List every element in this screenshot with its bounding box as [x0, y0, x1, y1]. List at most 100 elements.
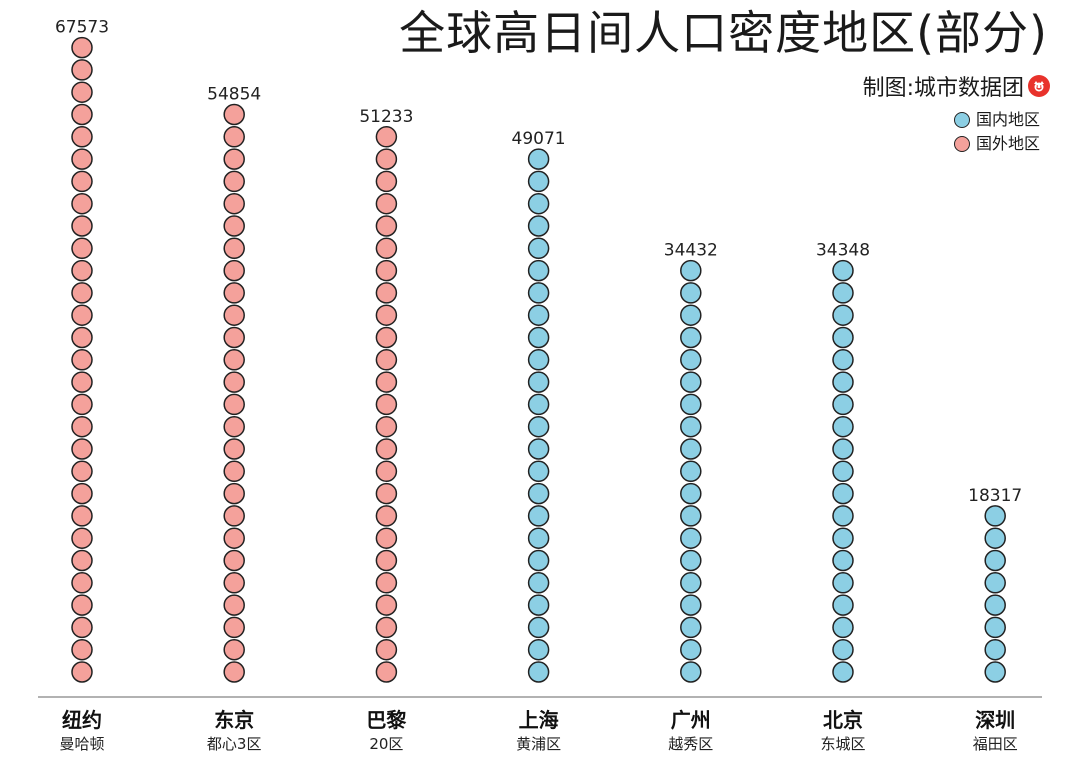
dot-mark	[375, 259, 398, 282]
dot-mark	[680, 304, 702, 326]
dot-mark	[223, 393, 245, 416]
dot-mark	[375, 148, 398, 170]
dot-mark	[223, 371, 245, 393]
dot-mark	[223, 527, 245, 549]
dot-mark	[71, 505, 93, 527]
dot-mark	[527, 237, 550, 260]
dot-mark	[71, 215, 93, 237]
dot-mark	[71, 527, 93, 549]
dot-mark	[71, 482, 93, 505]
dot-mark	[375, 237, 398, 260]
dot-mark	[375, 638, 398, 661]
dot-mark	[527, 594, 550, 616]
dot-mark	[680, 527, 702, 549]
dot-mark	[375, 192, 398, 215]
dot-mark	[375, 438, 398, 460]
category-label: 上海	[519, 708, 559, 732]
dot-mark	[71, 460, 93, 483]
dot-mark	[375, 527, 398, 549]
category-sublabel: 黄浦区	[516, 735, 561, 753]
dot-mark	[832, 482, 854, 505]
dot-mark	[223, 259, 245, 282]
dot-mark	[527, 371, 550, 393]
dot-mark	[71, 170, 93, 193]
dot-mark	[375, 594, 398, 616]
legend-swatch-domestic	[953, 112, 970, 128]
dot-mark	[223, 215, 245, 237]
dot-mark	[375, 349, 398, 371]
dot-mark	[984, 572, 1006, 594]
dot-mark	[527, 326, 550, 349]
dot-mark	[375, 393, 398, 416]
legend-swatch-foreign	[953, 136, 970, 152]
dot-column	[375, 126, 398, 683]
dot-mark	[832, 460, 854, 483]
dot-mark	[832, 527, 854, 549]
dot-mark	[223, 482, 245, 505]
dot-mark	[527, 549, 550, 572]
dot-mark	[527, 415, 550, 438]
value-label: 18317	[968, 486, 1022, 506]
value-label: 51233	[359, 107, 413, 127]
value-label: 34432	[664, 241, 718, 261]
category-sublabel: 东城区	[820, 735, 865, 753]
dot-mark	[680, 371, 702, 393]
category-sublabel: 福田区	[973, 735, 1018, 753]
dot-mark	[832, 572, 854, 594]
category-sublabel: 都心3区	[207, 735, 262, 753]
dot-mark	[375, 661, 398, 683]
dot-mark	[832, 259, 854, 282]
dot-mark	[527, 527, 550, 549]
dot-mark	[71, 103, 93, 126]
dot-mark	[71, 259, 93, 282]
dot-mark	[223, 170, 245, 193]
dot-mark	[223, 192, 245, 215]
dot-column	[984, 505, 1006, 683]
dot-mark	[71, 326, 93, 349]
dot-mark	[375, 371, 398, 393]
value-label: 49071	[512, 129, 566, 149]
dot-mark	[375, 126, 398, 148]
dot-mark	[832, 549, 854, 572]
dot-mark	[527, 393, 550, 416]
dot-mark	[71, 616, 93, 639]
chart-legend: 国内地区 国外地区	[953, 108, 1040, 156]
chart-credit: 制图:城市数据团	[863, 70, 1050, 102]
category-label: 深圳	[975, 708, 1015, 732]
dot-mark	[527, 482, 550, 505]
dot-mark	[680, 616, 702, 639]
dot-mark	[832, 393, 854, 416]
dot-mark	[680, 415, 702, 438]
dot-mark	[527, 460, 550, 483]
dot-mark	[527, 661, 550, 683]
dot-mark	[832, 661, 854, 683]
dot-mark	[527, 215, 550, 237]
dot-mark	[375, 282, 398, 304]
dot-mark	[223, 126, 245, 148]
dot-mark	[223, 304, 245, 326]
dot-mark	[375, 326, 398, 349]
dot-mark	[71, 393, 93, 416]
dot-mark	[984, 527, 1006, 549]
dot-mark	[71, 81, 93, 103]
dot-mark	[71, 282, 93, 304]
dot-column	[527, 148, 550, 683]
dot-mark	[832, 438, 854, 460]
dot-mark	[375, 549, 398, 572]
dot-mark	[832, 415, 854, 438]
dot-mark	[375, 415, 398, 438]
dot-mark	[71, 415, 93, 438]
dot-mark	[375, 616, 398, 639]
dot-mark	[375, 170, 398, 193]
dot-mark	[375, 482, 398, 505]
dot-mark	[223, 438, 245, 460]
dot-mark	[71, 661, 93, 683]
dot-mark	[984, 661, 1006, 683]
dot-mark	[223, 103, 245, 126]
dot-mark	[680, 505, 702, 527]
dot-mark	[832, 371, 854, 393]
dot-mark	[223, 505, 245, 527]
dot-mark	[223, 638, 245, 661]
dot-mark	[527, 259, 550, 282]
dot-mark	[375, 304, 398, 326]
